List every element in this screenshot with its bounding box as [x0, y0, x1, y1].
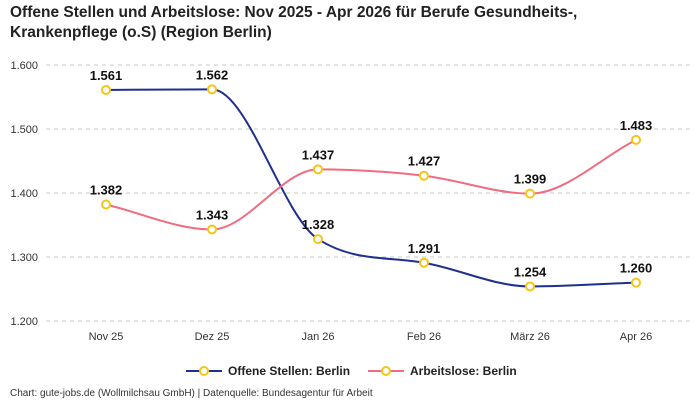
data-point-offene-stellen[interactable]	[207, 84, 217, 95]
legend-marker-offene-stellen	[199, 366, 209, 376]
data-label-offene-stellen: 1.254	[514, 264, 547, 279]
legend-item-offene-stellen[interactable]: Offene Stellen: Berlin	[186, 364, 350, 378]
data-label-offene-stellen: 1.561	[90, 68, 123, 83]
chart-title-line-2: Krankenpflege (o.S) (Region Berlin)	[10, 24, 272, 41]
data-labels: 1.561 1.562 1.328 1.291 1.254 1.260 1.382 1.343…	[90, 67, 653, 279]
data-label-arbeitslose: 1.382	[90, 183, 123, 198]
data-point-arbeitslose[interactable]	[101, 199, 111, 210]
x-tick-label: Dez 25	[195, 331, 230, 343]
x-axis: Nov 25 Dez 25 Jan 26 Feb 26 März 26 Apr 26	[89, 331, 653, 343]
grid-lines	[46, 64, 690, 322]
legend-marker-arbeitslose	[381, 366, 391, 376]
chart-title-line-1: Offene Stellen und Arbeitslose: Nov 2025…	[10, 4, 577, 21]
x-tick-label: Jan 26	[301, 331, 334, 343]
y-tick-label: 1.500	[10, 124, 38, 136]
data-label-offene-stellen: 1.562	[196, 67, 229, 82]
legend-item-arbeitslose[interactable]: Arbeitslose: Berlin	[368, 364, 517, 378]
data-label-arbeitslose: 1.399	[514, 172, 547, 187]
data-point-arbeitslose[interactable]	[525, 188, 535, 199]
data-label-arbeitslose: 1.437	[302, 147, 335, 162]
data-label-offene-stellen: 1.260	[620, 261, 653, 276]
data-point-offene-stellen[interactable]	[101, 84, 111, 95]
data-label-offene-stellen: 1.328	[302, 217, 335, 232]
x-tick-label: März 26	[510, 331, 550, 343]
legend: Offene Stellen: Berlin Arbeitslose: Berl…	[186, 364, 517, 378]
legend-label-offene-stellen: Offene Stellen: Berlin	[228, 364, 350, 378]
x-tick-label: Nov 25	[89, 331, 124, 343]
y-axis: 1.200 1.300 1.400 1.500 1.600	[10, 60, 38, 328]
series-markers	[101, 84, 641, 292]
x-tick-label: Feb 26	[407, 331, 441, 343]
data-point-arbeitslose[interactable]	[207, 224, 217, 235]
y-tick-label: 1.400	[10, 188, 38, 200]
data-label-offene-stellen: 1.291	[408, 241, 441, 256]
data-point-arbeitslose[interactable]	[419, 170, 429, 181]
data-label-arbeitslose: 1.483	[620, 118, 653, 133]
series-line-arbeitslose	[105, 138, 637, 231]
data-point-offene-stellen[interactable]	[313, 234, 323, 245]
y-tick-label: 1.200	[10, 316, 38, 328]
data-point-offene-stellen[interactable]	[419, 257, 429, 268]
data-point-offene-stellen[interactable]	[631, 277, 641, 288]
legend-label-arbeitslose: Arbeitslose: Berlin	[410, 364, 517, 378]
x-tick-label: Apr 26	[620, 331, 652, 343]
data-point-arbeitslose[interactable]	[313, 164, 323, 175]
data-point-offene-stellen[interactable]	[525, 281, 535, 292]
y-tick-label: 1.600	[10, 60, 38, 72]
y-tick-label: 1.300	[10, 252, 38, 264]
data-label-arbeitslose: 1.343	[196, 207, 229, 222]
data-point-arbeitslose[interactable]	[631, 134, 641, 145]
data-label-arbeitslose: 1.427	[408, 154, 441, 169]
chart-credit: Chart: gute-jobs.de (Wollmilchsau GmbH) …	[10, 388, 373, 399]
